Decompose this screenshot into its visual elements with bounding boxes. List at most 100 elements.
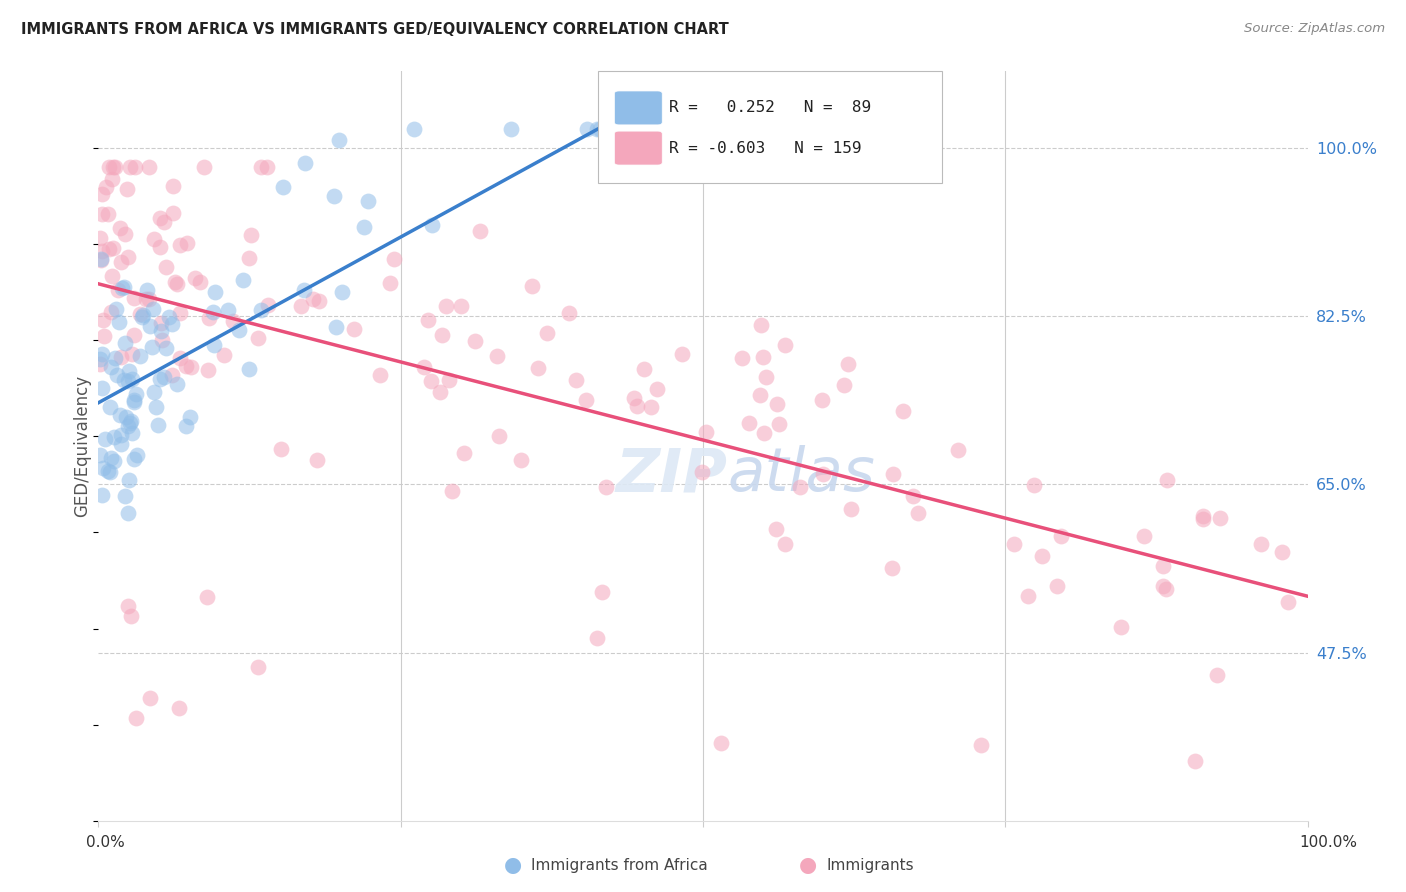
Point — [169, 700, 191, 714]
Point — [765, 522, 787, 536]
Point — [110, 281, 132, 295]
Point — [204, 285, 226, 299]
Point — [247, 331, 270, 345]
Point — [149, 324, 172, 338]
Point — [120, 609, 142, 624]
Point — [94, 179, 117, 194]
Text: R =   0.252   N =  89: R = 0.252 N = 89 — [669, 101, 872, 115]
Point — [105, 302, 128, 317]
Point — [100, 450, 122, 465]
Text: Immigrants: Immigrants — [827, 858, 914, 872]
Point — [197, 363, 219, 377]
Point — [120, 414, 142, 428]
Point — [752, 350, 775, 364]
Point — [145, 400, 167, 414]
Point — [382, 252, 405, 266]
Point — [640, 400, 662, 414]
Point — [112, 373, 135, 387]
Point — [100, 304, 122, 318]
Point — [117, 599, 139, 613]
Point — [323, 189, 346, 203]
Point — [485, 349, 508, 363]
Point — [98, 161, 121, 175]
Point — [101, 161, 124, 175]
Point — [90, 187, 112, 202]
Point — [139, 319, 162, 334]
Point — [589, 122, 612, 136]
Point — [250, 161, 273, 175]
Point — [193, 161, 215, 175]
Point — [439, 373, 461, 387]
Point — [330, 285, 353, 299]
Point — [290, 299, 312, 313]
Point — [749, 318, 772, 332]
Point — [718, 122, 741, 136]
Point — [125, 711, 148, 725]
Point — [98, 400, 121, 414]
Point — [91, 244, 114, 259]
Point — [766, 397, 789, 411]
Point — [89, 352, 111, 367]
Point — [633, 362, 655, 376]
Point — [690, 122, 713, 136]
Point — [752, 426, 775, 441]
Point — [1205, 667, 1227, 681]
Point — [184, 270, 207, 285]
Point — [100, 269, 122, 284]
Point — [195, 591, 218, 605]
Point — [90, 252, 112, 267]
Point — [212, 348, 235, 362]
Point — [94, 432, 117, 446]
Point — [574, 393, 596, 408]
Point — [257, 298, 280, 312]
Point — [595, 480, 617, 494]
Point — [1184, 754, 1206, 768]
Point — [91, 460, 114, 475]
Point — [180, 359, 202, 374]
Point — [90, 488, 112, 502]
Point — [464, 334, 486, 348]
Point — [100, 360, 122, 375]
Point — [91, 347, 114, 361]
Point — [429, 385, 451, 400]
Point — [970, 738, 993, 752]
Point — [232, 272, 254, 286]
Point — [238, 251, 260, 265]
Point — [357, 194, 380, 209]
Point — [115, 182, 138, 196]
Point — [163, 275, 186, 289]
Point — [122, 395, 145, 409]
Point — [114, 335, 136, 350]
Point — [416, 313, 439, 327]
Point — [115, 409, 138, 424]
Point — [1046, 579, 1069, 593]
Point — [748, 388, 770, 402]
Point — [432, 327, 454, 342]
Point — [148, 417, 170, 432]
Point — [176, 235, 198, 250]
Point — [108, 315, 131, 329]
Point — [110, 255, 132, 269]
Point — [107, 283, 129, 297]
Point — [837, 358, 859, 372]
Point — [510, 453, 533, 467]
Point — [153, 215, 176, 229]
Point — [97, 207, 120, 221]
Point — [1017, 589, 1039, 603]
Point — [1271, 545, 1294, 559]
Point — [246, 659, 269, 673]
Point — [149, 316, 172, 330]
Point — [91, 381, 114, 395]
Point — [108, 221, 131, 235]
Point — [1049, 528, 1071, 542]
Point — [773, 338, 796, 352]
Point — [118, 364, 141, 378]
Text: 100.0%: 100.0% — [1299, 836, 1358, 850]
Point — [124, 327, 146, 342]
Point — [104, 351, 127, 366]
Point — [1109, 620, 1132, 634]
Point — [112, 280, 135, 294]
Point — [118, 416, 141, 430]
Text: atlas: atlas — [727, 445, 875, 504]
Point — [292, 283, 315, 297]
